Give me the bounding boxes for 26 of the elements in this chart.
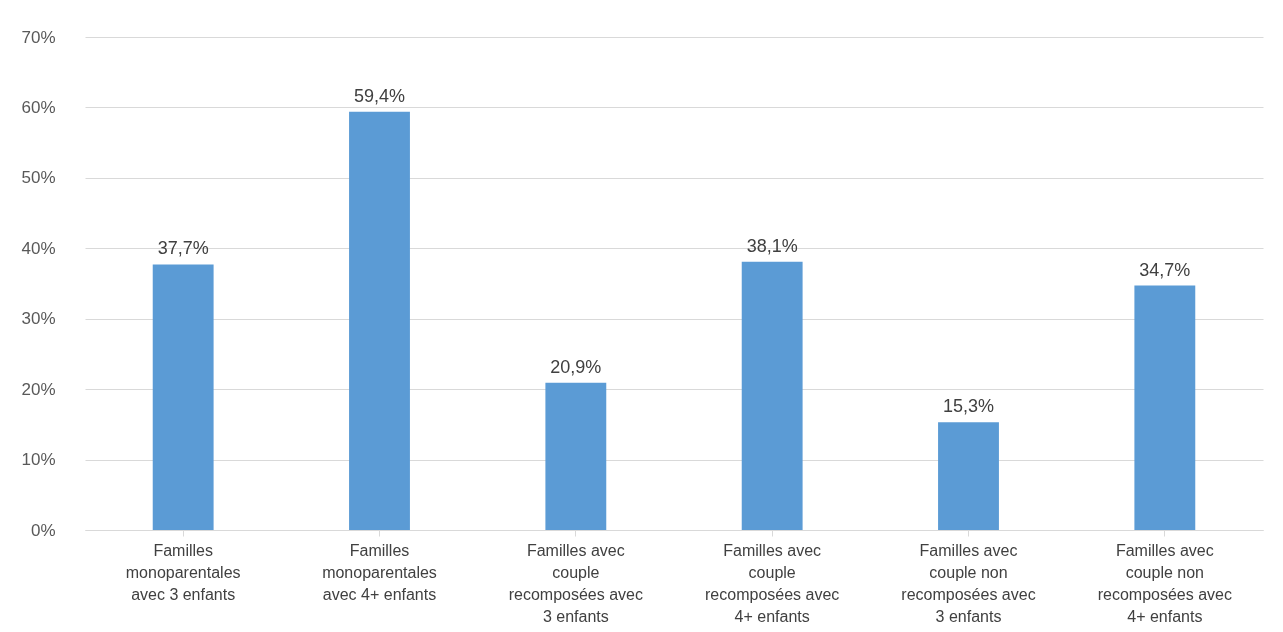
x-tick-label: Familles monoparentales avec 3 enfants	[125, 541, 241, 603]
data-label: 20,9%	[550, 356, 602, 377]
data-label: 59,4%	[353, 85, 406, 106]
y-tick-label: 40%	[21, 238, 56, 258]
data-label: 34,7%	[1139, 259, 1191, 280]
y-tick-label: 20%	[21, 379, 56, 399]
x-tick-label: Familles avec couple recomposées avec 3 enfants	[508, 541, 643, 625]
data-label: 37,7%	[157, 238, 209, 259]
y-tick-label: 70%	[21, 27, 56, 47]
x-tick-label: Familles avec couple non recomposées avec 3 enfants	[901, 541, 1036, 625]
y-tick-label: 50%	[21, 168, 56, 188]
y-tick-label: 10%	[21, 450, 56, 470]
bar	[349, 111, 410, 530]
bar	[1134, 285, 1196, 530]
bar	[152, 264, 214, 530]
y-tick-label: 30%	[21, 309, 56, 329]
y-tick-label: 0%	[30, 520, 56, 540]
y-tick-label: 60%	[21, 97, 56, 117]
bar	[545, 382, 607, 530]
bar	[938, 422, 999, 530]
data-label: 38,1%	[746, 235, 798, 256]
x-tick-label: Familles monoparentales avec 4+ enfants	[322, 541, 437, 603]
bar	[741, 261, 803, 530]
x-tick-label: Familles avec couple recomposées avec 4+ enfants	[705, 541, 840, 625]
data-label: 15,3%	[942, 396, 995, 417]
x-tick-label: Familles avec couple non recomposées avec 4+ enfants	[1097, 541, 1232, 625]
